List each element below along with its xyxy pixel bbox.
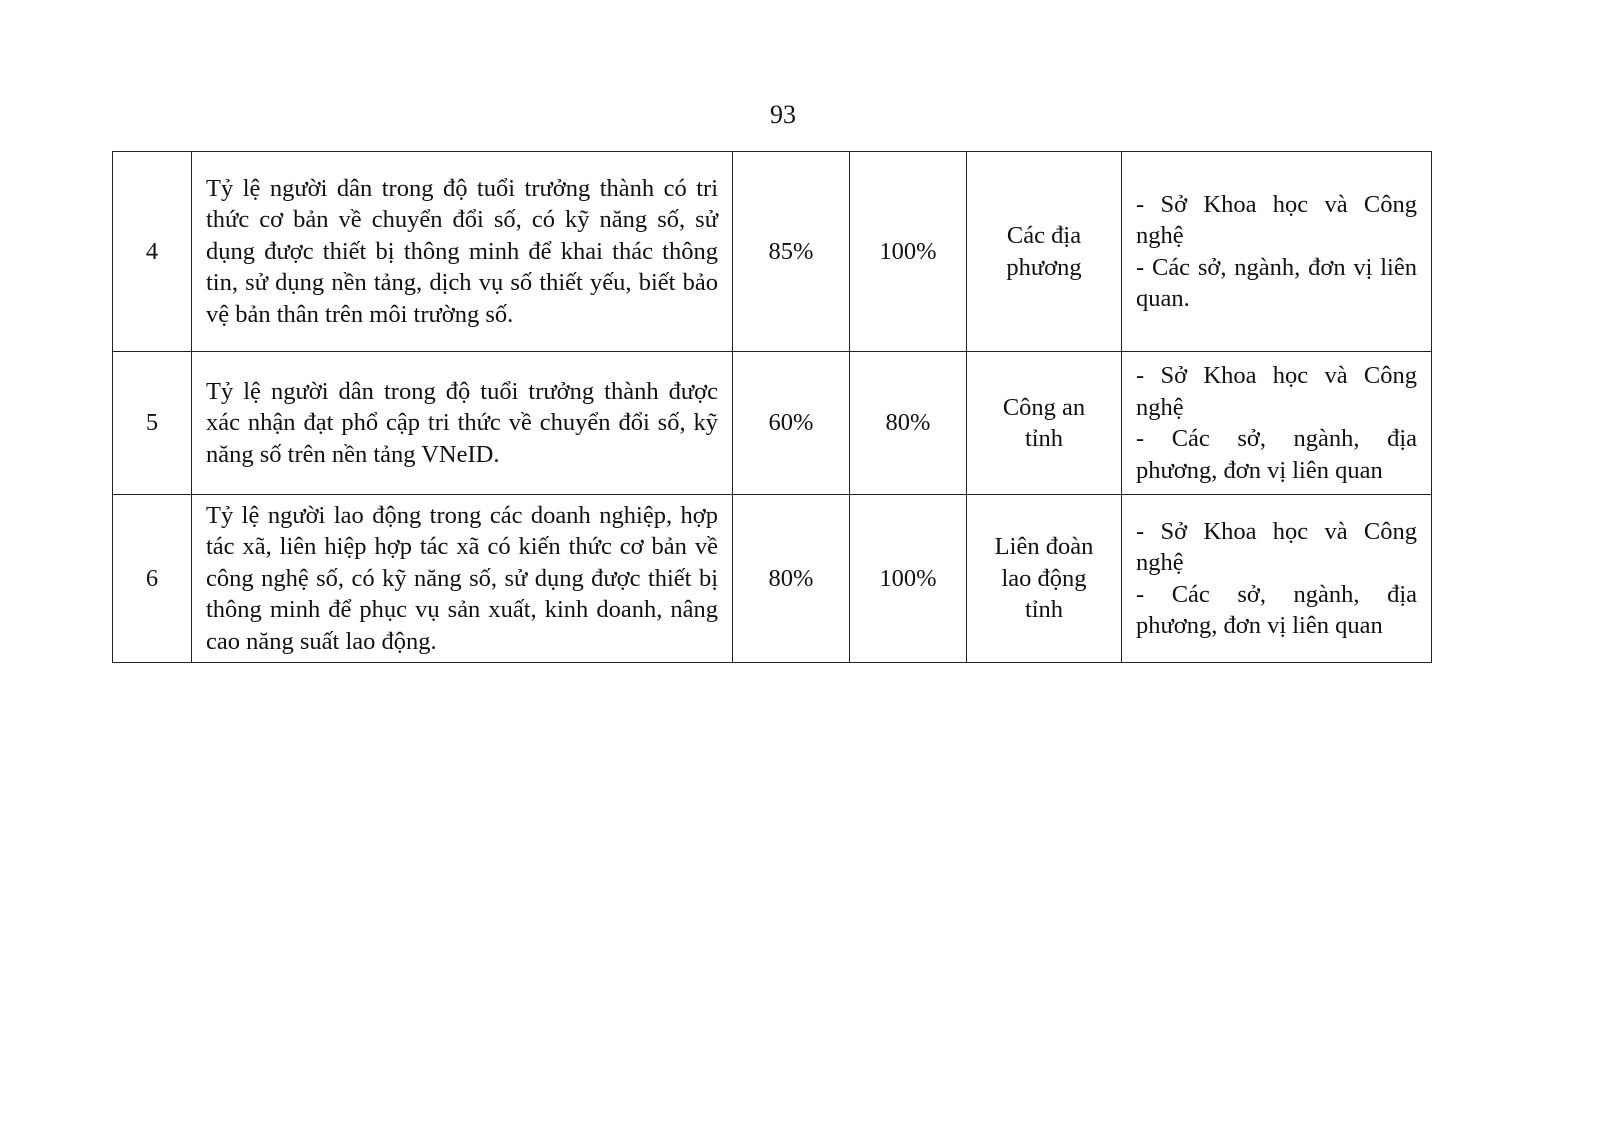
row-number: 4 (112, 151, 192, 352)
table-row: 5 Tỷ lệ người dân trong độ tuổi trưởng t… (112, 351, 1432, 495)
indicator-text: Tỷ lệ người lao động trong các doanh ngh… (191, 494, 733, 663)
coordinator-item: - Sở Khoa học và Công nghệ (1136, 190, 1417, 250)
coordinating-agencies: - Sở Khoa học và Công nghệ - Các sở, ngà… (1121, 494, 1432, 663)
lead-agency: Các địa phương (966, 151, 1122, 352)
table-row: 4 Tỷ lệ người dân trong độ tuổi trưởng t… (112, 151, 1432, 352)
value-2: 80% (849, 351, 967, 495)
lead-agency: Công an tỉnh (966, 351, 1122, 495)
coordinator-item: - Sở Khoa học và Công nghệ (1136, 362, 1417, 421)
row-number: 5 (112, 351, 192, 495)
indicator-text: Tỷ lệ người dân trong độ tuổi trưởng thà… (191, 151, 733, 352)
lead-agency: Liên đoàn lao động tỉnh (966, 494, 1122, 663)
indicator-table: 4 Tỷ lệ người dân trong độ tuổi trưởng t… (112, 151, 1432, 663)
value-2: 100% (849, 151, 967, 352)
coordinating-agencies: - Sở Khoa học và Công nghệ - Các sở, ngà… (1121, 351, 1432, 495)
value-1: 85% (732, 151, 850, 352)
coordinator-item: - Các sở, ngành, địa phương, đơn vị liên… (1136, 425, 1417, 484)
coordinator-item: - Các sở, ngành, địa phương, đơn vị liên… (1136, 580, 1417, 640)
row-number: 6 (112, 494, 192, 663)
coordinator-item: - Sở Khoa học và Công nghệ (1136, 517, 1417, 577)
indicator-text: Tỷ lệ người dân trong độ tuổi trưởng thà… (191, 351, 733, 495)
value-1: 80% (732, 494, 850, 663)
value-1: 60% (732, 351, 850, 495)
coordinator-item: - Các sở, ngành, đơn vị liên quan. (1136, 253, 1417, 313)
page-number: 93 (770, 100, 796, 129)
coordinating-agencies: - Sở Khoa học và Công nghệ - Các sở, ngà… (1121, 151, 1432, 352)
table-row: 6 Tỷ lệ người lao động trong các doanh n… (112, 494, 1432, 663)
value-2: 100% (849, 494, 967, 663)
